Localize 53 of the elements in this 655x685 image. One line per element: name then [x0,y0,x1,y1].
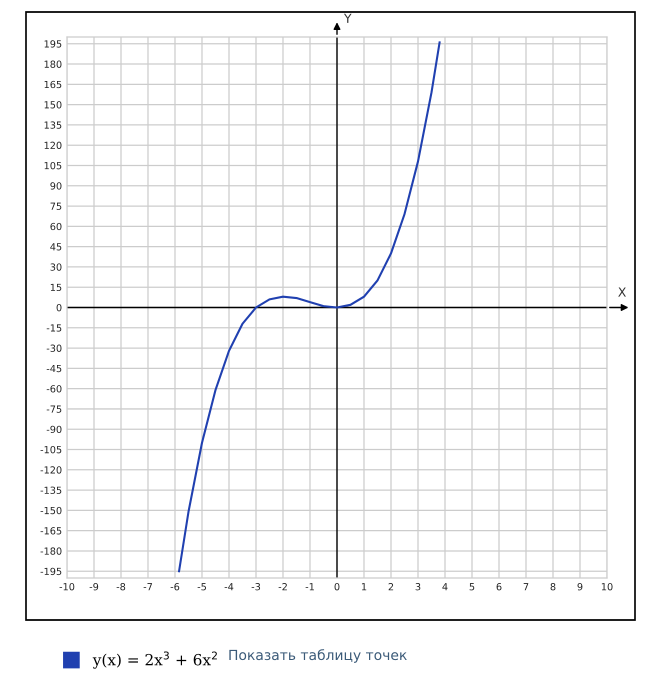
x-tick-label: -3 [252,583,260,590]
y-tick-label: -105 [40,446,62,454]
y-tick-label: 30 [50,263,62,271]
x-tick-label: 2 [388,583,394,590]
y-tick-label: 165 [44,80,62,88]
y-tick-label: 0 [56,304,62,312]
x-tick-label: 1 [362,583,366,590]
text: Показать таблицу точек [229,649,407,663]
x-tick-label: -6 [170,583,180,590]
y-tick-label: 90 [50,182,62,190]
x-tick-label: 3 [416,583,420,590]
x-tick-label: -9 [90,583,98,590]
y-tick-label: 45 [50,243,62,250]
y-tick-label: -120 [40,466,62,474]
y-tick-label: 180 [44,60,62,68]
y-axis-title: Y [344,14,352,23]
y-tick-label: 105 [44,162,62,170]
x-tick-label: 8 [550,583,556,590]
x-tick-label: -2 [278,583,287,590]
y-tick-label: 60 [50,222,62,230]
y-tick-label: -60 [46,385,62,392]
y-tick-label: -180 [40,547,62,555]
x-tick-label: 0 [334,583,340,590]
x-tick-label: 4 [442,583,448,590]
x-tick-label: 9 [578,583,582,590]
x-tick-label: -10 [60,583,74,590]
y-tick-label: 195 [44,40,62,48]
x-axis-title: X [618,287,626,297]
x-tick-label: -8 [116,583,126,590]
y-tick-label: -90 [46,426,62,434]
x-tick-label: 6 [496,583,502,590]
y-tick-label: -30 [46,344,62,352]
y-tick-label: -165 [40,527,62,534]
legend-label: y(x) = 2x$^{3}$ + 6x$^{2}$ [92,651,217,669]
line-series [178,41,441,572]
x-tick-label: -1 [306,583,314,590]
x-tick-label: 7 [524,583,528,590]
y-tick-label: -195 [40,568,62,576]
y-tick-label: 15 [50,284,62,292]
y-tick-label: -75 [46,406,62,413]
y-tick-label: -135 [40,486,62,494]
y-tick-label: -45 [46,364,62,372]
y-tick-label: -15 [46,324,62,332]
y-tick-label: 120 [44,142,62,150]
x-tick-label: 10 [602,583,613,590]
x-tick-label: -7 [144,583,152,590]
x-tick-label: 5 [470,583,474,590]
x-tick-label: -4 [224,583,234,590]
x-tick-label: -5 [198,583,206,590]
y-tick-label: 135 [44,121,62,129]
y-tick-label: 75 [50,202,62,210]
y-tick-label: -150 [40,506,62,514]
y-tick-label: 150 [44,101,62,108]
